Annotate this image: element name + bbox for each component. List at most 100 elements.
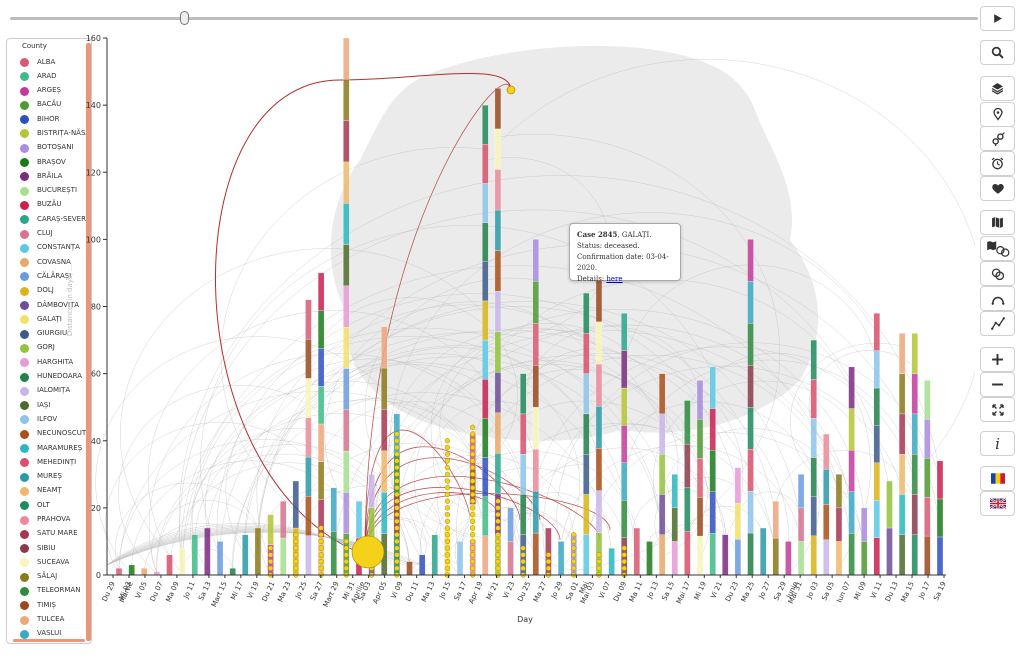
case-column-segment: [330, 487, 337, 532]
legend-item[interactable]: NEAMȚ: [7, 485, 87, 499]
highlight-case-point: [470, 545, 476, 551]
search-icon: [991, 46, 1004, 59]
layers-button[interactable]: [980, 76, 1015, 101]
case-column-segment: [873, 387, 880, 426]
lang-en-button[interactable]: [980, 491, 1015, 516]
case-column-segment: [330, 531, 337, 576]
legend-item[interactable]: NECUNOSCUT: [7, 428, 87, 442]
legend-item-label: TIMIȘ: [37, 600, 56, 609]
legend-item[interactable]: BRAȘOV: [7, 156, 87, 170]
legend-item[interactable]: SUCEAVA: [7, 556, 87, 570]
timeline-chart-button[interactable]: [980, 311, 1015, 336]
legend-item[interactable]: GORJ: [7, 342, 87, 356]
legend-item[interactable]: BOTOȘANI: [7, 142, 87, 156]
legend-item[interactable]: IAȘI: [7, 399, 87, 413]
legend-item[interactable]: ARGEȘ: [7, 85, 87, 99]
legend-item[interactable]: ILFOV: [7, 413, 87, 427]
case-column-segment: [482, 104, 489, 145]
case-column-segment: [482, 496, 489, 536]
legend-item[interactable]: TULCEA: [7, 614, 87, 628]
legend-item[interactable]: BISTRIȚA-NĂSĂUD: [7, 127, 91, 141]
highlight-case-point: [394, 532, 400, 538]
case-column-segment: [861, 507, 868, 542]
legend-item[interactable]: CĂLĂRAȘI: [7, 270, 87, 284]
x-tick-label: Ma 11: [628, 580, 644, 603]
case-column-segment: [343, 327, 350, 369]
legend-item[interactable]: TELEORMAN: [7, 585, 87, 599]
search-button[interactable]: [980, 40, 1015, 65]
highlight-case-point: [495, 511, 501, 518]
highlight-case-point: [470, 458, 476, 464]
legend-item[interactable]: DOLJ: [7, 285, 87, 299]
legend-item[interactable]: TIMIȘ: [7, 599, 87, 613]
zoom-out-button[interactable]: [980, 372, 1015, 397]
gender-button[interactable]: [980, 126, 1015, 151]
legend-item[interactable]: CARAȘ-SEVERIN: [7, 213, 91, 227]
age-button[interactable]: [980, 151, 1015, 176]
legend-item[interactable]: SĂLAJ: [7, 571, 87, 585]
map-cluster-button[interactable]: [980, 236, 1015, 261]
legend-item[interactable]: GALAȚI: [7, 313, 87, 327]
tooltip-details-link[interactable]: here: [606, 275, 623, 283]
legend-item[interactable]: MEHEDINȚI: [7, 456, 87, 470]
legend-item[interactable]: MUREȘ: [7, 471, 87, 485]
legend-item[interactable]: CONSTANȚA: [7, 242, 87, 256]
timeline-slider-handle[interactable]: [180, 11, 190, 25]
transmission-arc: [194, 413, 486, 545]
legend-horizontal-scrollbar[interactable]: [13, 639, 85, 642]
arcs-button[interactable]: [980, 286, 1015, 311]
map-button[interactable]: [980, 210, 1015, 235]
case-column-segment: [317, 310, 325, 349]
legend-item[interactable]: BIHOR: [7, 113, 87, 127]
plus-icon: [991, 353, 1004, 366]
legend-color-swatch: [20, 200, 29, 210]
legend-item[interactable]: ARAD: [7, 70, 87, 84]
legend-item[interactable]: BUCUREȘTI: [7, 185, 87, 199]
legend-item[interactable]: ALBA: [7, 56, 87, 70]
zoom-in-button[interactable]: [980, 347, 1015, 372]
highlight-case-point: [470, 451, 476, 457]
legend-item[interactable]: SATU MARE: [7, 528, 87, 542]
legend-item[interactable]: HARGHITA: [7, 356, 87, 370]
case-column-segment: [305, 299, 312, 340]
legend-color-swatch: [20, 386, 29, 396]
play-button[interactable]: [980, 6, 1015, 31]
highlight-case-point: [470, 552, 476, 558]
case-column-segment: [595, 321, 603, 365]
legend-item[interactable]: CLUJ: [7, 228, 87, 242]
case-column-segment: [204, 527, 211, 576]
case-column-segment: [658, 534, 666, 576]
lang-ro-button[interactable]: [980, 466, 1015, 491]
highlight-case-point: [596, 552, 602, 558]
legend-item[interactable]: IALOMIȚA: [7, 385, 87, 399]
legend-item-label: SĂLAJ: [37, 572, 58, 581]
legend-color-swatch: [20, 329, 29, 339]
case-column-segment: [343, 492, 350, 534]
case-column-segment: [810, 457, 817, 497]
legend-item[interactable]: COVASNA: [7, 256, 87, 270]
legend-item[interactable]: BUZĂU: [7, 199, 87, 213]
legend-item[interactable]: BACĂU: [7, 99, 87, 113]
info-button[interactable]: i: [980, 431, 1015, 456]
location-button[interactable]: [980, 102, 1015, 127]
case-column-segment: [886, 527, 893, 576]
case-column-segment: [583, 494, 590, 535]
legend-item[interactable]: VASLUI: [7, 628, 87, 642]
legend-item[interactable]: MARAMUREȘ: [7, 442, 87, 456]
legend-item[interactable]: HUNEDOARA: [7, 371, 87, 385]
case-column-segment: [621, 350, 628, 389]
health-button[interactable]: [980, 176, 1015, 201]
legend-scrollbar[interactable]: [86, 43, 91, 641]
clusters-button[interactable]: [980, 261, 1015, 286]
legend-item[interactable]: BRĂILA: [7, 170, 87, 184]
legend-item[interactable]: OLT: [7, 499, 87, 513]
highlight-case-point: [293, 545, 299, 551]
legend-item[interactable]: PRAHOVA: [7, 514, 87, 528]
legend-color-swatch: [20, 401, 29, 411]
legend-item[interactable]: DÂMBOVIȚA: [7, 299, 87, 313]
fit-screen-button[interactable]: [980, 397, 1015, 422]
legend-item[interactable]: GIURGIU: [7, 328, 87, 342]
legend-item[interactable]: SIBIU: [7, 542, 87, 556]
timeline-slider-track[interactable]: [10, 17, 978, 20]
x-tick-label: Du 25: [516, 580, 532, 602]
